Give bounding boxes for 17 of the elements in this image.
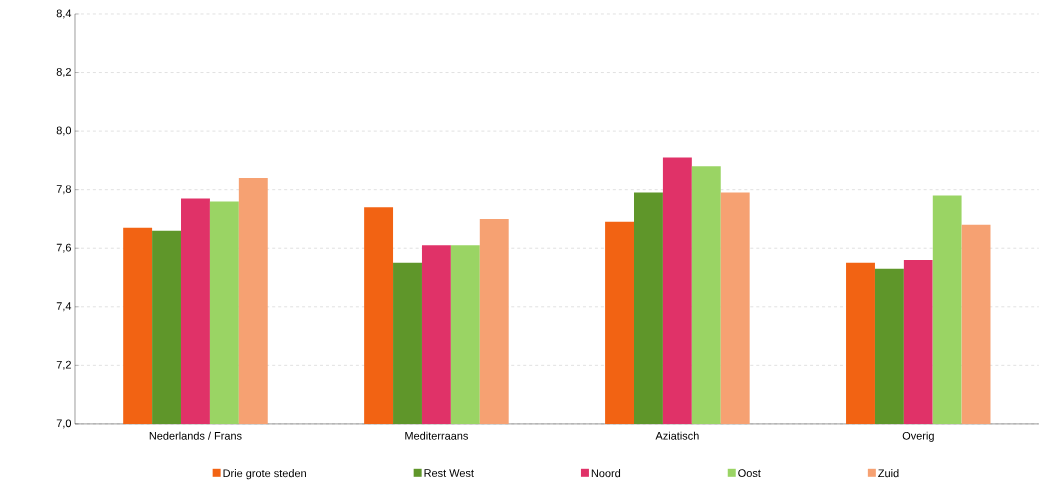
x-tick-label: Overig — [902, 431, 934, 442]
y-tick-label: 7,4 — [56, 302, 72, 312]
y-tick-label: 7,6 — [56, 243, 71, 253]
legend-label: Oost — [738, 469, 761, 478]
y-tick-label: 8,2 — [56, 68, 71, 78]
y-tick-label: 8,0 — [56, 126, 72, 136]
x-tick-label: Nederlands / Frans — [149, 431, 242, 440]
x-tick-label: Mediterraans — [405, 431, 468, 440]
x-tick-label: Aziatisch — [655, 431, 699, 440]
legend-label: Drie grote steden — [223, 469, 306, 480]
y-tick-label: 7,2 — [56, 360, 71, 370]
legend-label: Noord — [591, 469, 621, 478]
y-tick-label: 8,4 — [56, 9, 72, 19]
y-tick-label: 7,0 — [56, 419, 72, 429]
legend-label: Zuid — [878, 469, 899, 478]
y-tick-label: 7,8 — [56, 185, 71, 195]
legend-label: Rest West — [424, 469, 474, 477]
